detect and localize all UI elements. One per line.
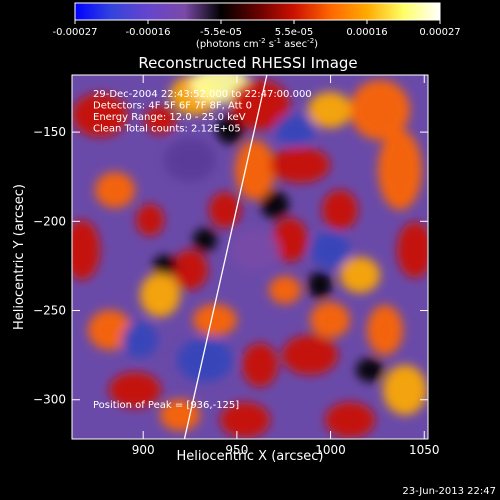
colorbar-tick-label: 0.00016 (346, 27, 387, 38)
annotation-line: Energy Range: 12.0 - 25.0 keV (93, 112, 246, 123)
annotation-line: 29-Dec-2004 22:43:52.000 to 22:47:00.000 (93, 89, 312, 100)
x-tick-label: 950 (225, 443, 248, 457)
colorbar-tick-label: 0.00027 (419, 27, 460, 38)
peak-position-label: Position of Peak = [936,-125] (93, 400, 239, 411)
x-tick-label: 1050 (409, 443, 440, 457)
colorbar-tick-label: -5.5e-05 (200, 27, 242, 38)
y-axis-label: Heliocentric Y (arcsec) (12, 184, 27, 330)
colorbar-units: (photons cm-2 s-1 asec-2) (196, 37, 318, 50)
y-tick-label: −250 (33, 304, 66, 318)
colorbar-tick-label: -0.00016 (126, 27, 171, 38)
plot-frame (71, 74, 429, 440)
y-tick-label: −150 (33, 125, 66, 139)
annotation-line: Clean Total counts: 2.12E+05 (93, 124, 241, 135)
colorbar (74, 2, 441, 21)
x-axis-label: Heliocentric X (arcsec) (177, 449, 324, 464)
colorbar-ticks: -0.00027 -0.00016 -5.5e-05 5.5e-05 0.00016 0.… (53, 20, 461, 38)
chart-title: Reconstructed RHESSI Image (138, 54, 357, 72)
colorbar-tick-label: 5.5e-05 (275, 27, 313, 38)
y-tick-label: −300 (33, 393, 66, 407)
colorbar-tick-label: -0.00027 (53, 27, 98, 38)
y-tick-label: −200 (33, 214, 66, 228)
axis-ticks: 900 950 1000 1050 −150 −200 −250 −300 (33, 75, 440, 457)
annotation-line: Detectors: 4F 5F 6F 7F 8F, Att 0 (93, 101, 252, 112)
x-tick-label: 1000 (315, 443, 346, 457)
observation-annotations: 29-Dec-2004 22:43:52.000 to 22:47:00.000… (93, 89, 312, 135)
footer-date: 23-Jun-2013 22:47 (402, 486, 496, 497)
x-tick-label: 900 (132, 443, 155, 457)
solar-limb-line (183, 74, 268, 440)
